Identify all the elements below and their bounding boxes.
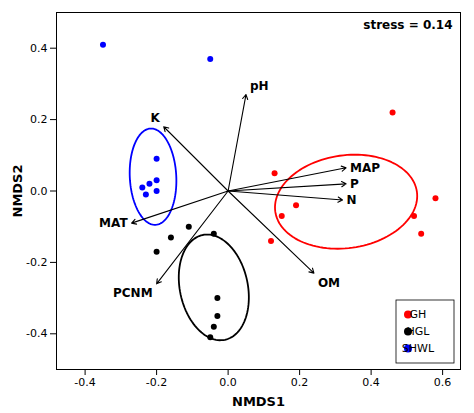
svg-text:SHWL: SHWL [402, 342, 435, 355]
svg-text:stress = 0.14: stress = 0.14 [363, 18, 452, 32]
svg-text:MAT: MAT [99, 216, 128, 230]
svg-text:HGL: HGL [407, 325, 431, 338]
svg-text:N: N [347, 193, 357, 207]
svg-text:0.2: 0.2 [30, 113, 48, 126]
svg-text:NMDS2: NMDS2 [10, 164, 25, 217]
svg-text:GH: GH [410, 308, 427, 321]
svg-text:0.4: 0.4 [362, 376, 380, 389]
svg-text:-0.2: -0.2 [26, 256, 47, 269]
svg-text:0.0: 0.0 [30, 185, 48, 198]
svg-text:-0.4: -0.4 [26, 327, 47, 340]
svg-text:K: K [150, 111, 160, 125]
svg-text:OM: OM [318, 276, 340, 290]
svg-text:0.2: 0.2 [291, 376, 309, 389]
svg-text:PCNM: PCNM [113, 286, 153, 300]
svg-text:pH: pH [250, 79, 269, 93]
svg-text:P: P [350, 177, 359, 191]
svg-text:NMDS1: NMDS1 [232, 394, 285, 409]
svg-text:0.0: 0.0 [219, 376, 237, 389]
svg-text:0.4: 0.4 [30, 42, 48, 55]
svg-text:MAP: MAP [350, 161, 380, 175]
svg-text:-0.2: -0.2 [146, 376, 167, 389]
svg-text:-0.4: -0.4 [74, 376, 95, 389]
svg-text:0.6: 0.6 [434, 376, 452, 389]
